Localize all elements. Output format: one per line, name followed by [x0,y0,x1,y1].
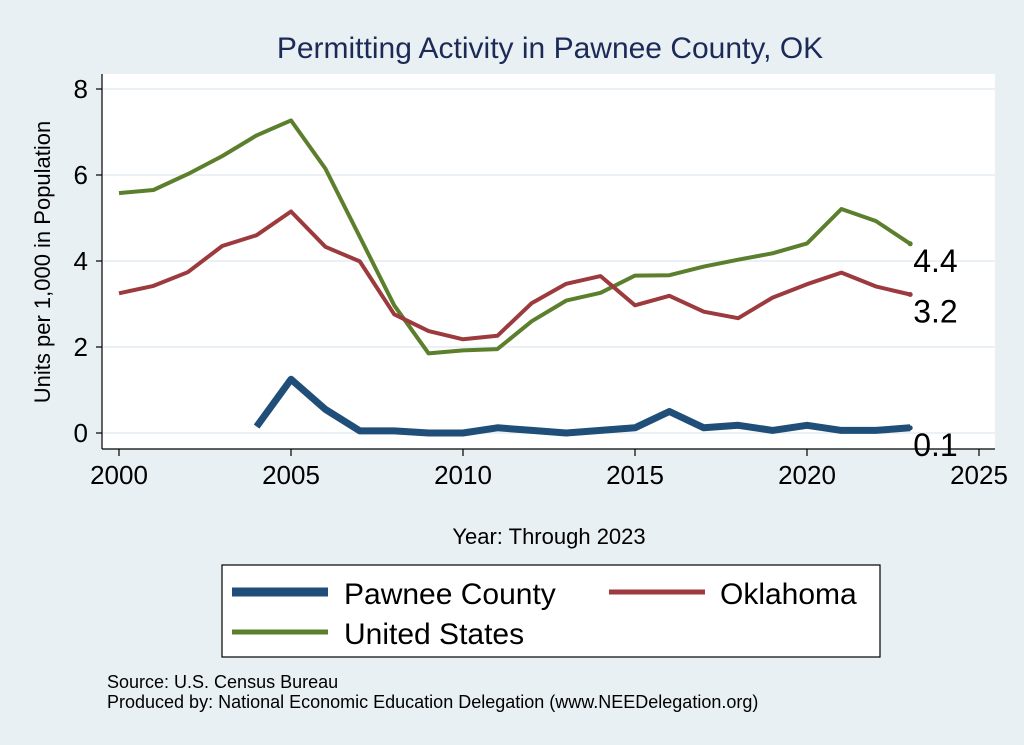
x-tick-label-2000: 2000 [90,460,148,490]
x-tick-label-2020: 2020 [778,460,836,490]
end-label-united-states: 4.4 [913,243,957,279]
y-tick-label-0: 0 [74,418,88,448]
end-label-pawnee-county: 0.1 [913,427,957,463]
legend-box [221,564,881,658]
series-end-point-pawnee-county [907,425,913,431]
legend-label-united-states: United States [344,618,524,651]
x-tick-label-2015: 2015 [606,460,664,490]
y-tick-label-4: 4 [74,246,88,276]
series-line-pawnee-county [253,375,911,437]
end-labels: 0.1 3.2 4.4 [913,243,957,463]
axis-ticks: 0 2 4 6 8 2000 2005 2010 2015 2020 2025 [74,74,1008,490]
y-axis-title: Units per 1,000 in Population [30,121,55,404]
series-end-point-united-states [907,241,913,247]
series-end-point-oklahoma [907,292,913,298]
y-tick-label-2: 2 [74,332,88,362]
series-line-oklahoma [118,209,911,342]
producer-note: Produced by: National Economic Education… [107,692,758,712]
chart-title: Permitting Activity in Pawnee County, OK [277,32,823,65]
series-line-united-states [118,118,912,356]
y-tick-label-6: 6 [74,160,88,190]
end-label-oklahoma: 3.2 [913,294,957,330]
x-tick-label-2005: 2005 [262,460,320,490]
source-note: Source: U.S. Census Bureau [107,672,338,692]
x-axis-title: Year: Through 2023 [452,524,645,549]
legend-label-pawnee-county: Pawnee County [344,578,556,611]
y-tick-label-8: 8 [74,74,88,104]
x-tick-label-2010: 2010 [434,460,492,490]
x-tick-label-2025: 2025 [950,460,1008,490]
legend-label-oklahoma: Oklahoma [720,578,857,611]
series-lines [118,118,913,437]
